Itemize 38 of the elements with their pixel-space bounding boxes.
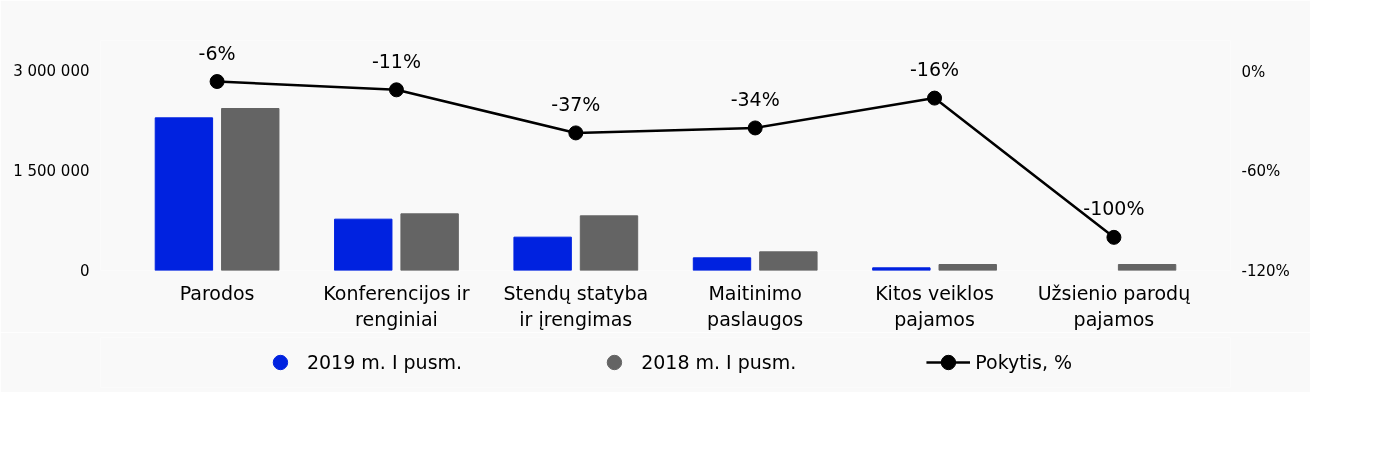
- data-label: -37%: [551, 92, 601, 115]
- data-label: -11%: [371, 49, 421, 72]
- point: [568, 125, 584, 141]
- point: [747, 120, 763, 136]
- x-tick-label: Maitinimo paslaugos: [707, 281, 804, 330]
- x-tick-label: Užsienio parodų pajamos: [1037, 281, 1191, 330]
- data-label: -16%: [910, 58, 960, 81]
- x-tick-label: Kitos veiklos pajamos: [875, 281, 994, 330]
- point: [388, 82, 404, 98]
- y-tick-label: 1 500 000: [13, 161, 90, 180]
- bar: [513, 236, 572, 271]
- bar: [221, 108, 280, 271]
- y2-tick-label: -120%: [1241, 261, 1290, 280]
- bar: [334, 218, 393, 271]
- bar: [154, 117, 214, 271]
- bar: [759, 251, 818, 271]
- x-tick-label: Stendų statyba ir įrengimas: [503, 281, 649, 330]
- x-tick-label: Parodos: [179, 281, 255, 304]
- point: [927, 90, 943, 106]
- point: [209, 74, 225, 90]
- x-tick-label: Konferencijos ir renginiai: [323, 281, 470, 330]
- y-tick-label: 0: [79, 261, 90, 280]
- legend-label: 2018 m. I pusm.: [641, 351, 797, 373]
- data-label: -34%: [730, 87, 780, 110]
- legend-label: 2019 m. I pusm.: [306, 351, 463, 373]
- bar: [938, 264, 997, 271]
- data-label: -6%: [198, 41, 236, 64]
- bar: [692, 257, 752, 271]
- bar: [579, 215, 639, 271]
- point: [1106, 229, 1122, 245]
- y2-tick-label: 0%: [1241, 62, 1266, 81]
- y2-tick-label: -60%: [1241, 162, 1281, 181]
- legend-label: Pokytis, %: [975, 351, 1073, 373]
- bar: [400, 213, 459, 271]
- bar: [872, 267, 931, 271]
- y-tick-label: 3 000 000: [13, 61, 90, 80]
- data-label: -100%: [1083, 197, 1145, 220]
- bar: [1117, 264, 1177, 271]
